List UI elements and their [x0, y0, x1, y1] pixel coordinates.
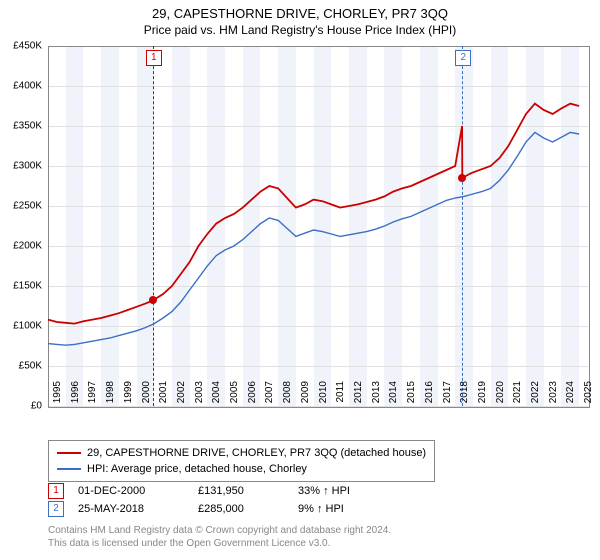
- x-axis-label: 2007: [264, 381, 275, 411]
- x-axis-label: 1996: [70, 381, 81, 411]
- x-axis-label: 2021: [512, 381, 523, 411]
- y-axis-label: £400K: [0, 81, 42, 92]
- x-axis-label: 2006: [247, 381, 258, 411]
- x-axis-label: 1999: [123, 381, 134, 411]
- x-axis-label: 2022: [530, 381, 541, 411]
- y-axis-label: £100K: [0, 321, 42, 332]
- sale-row: 2 25-MAY-2018£285,0009% ↑ HPI: [48, 500, 398, 518]
- y-axis-label: £150K: [0, 281, 42, 292]
- sale-row-marker: 2: [48, 501, 64, 517]
- x-axis-label: 1998: [105, 381, 116, 411]
- x-axis-label: 2013: [371, 381, 382, 411]
- x-axis-label: 2001: [158, 381, 169, 411]
- sale-row: 1 01-DEC-2000£131,95033% ↑ HPI: [48, 482, 398, 500]
- sale-row-marker: 1: [48, 483, 64, 499]
- x-axis-label: 2017: [442, 381, 453, 411]
- x-axis-label: 2015: [406, 381, 417, 411]
- series-hpi: [48, 132, 579, 345]
- sale-dot: [149, 296, 157, 304]
- x-axis-label: 1997: [87, 381, 98, 411]
- sale-delta: 33% ↑ HPI: [298, 485, 398, 497]
- sales-table: 1 01-DEC-2000£131,95033% ↑ HPI 2 25-MAY-201…: [48, 482, 398, 518]
- y-axis-label: £450K: [0, 41, 42, 52]
- sale-date: 25-MAY-2018: [78, 503, 198, 515]
- x-axis-label: 2024: [565, 381, 576, 411]
- legend-label: 29, CAPESTHORNE DRIVE, CHORLEY, PR7 3QQ …: [87, 445, 426, 461]
- x-axis-label: 2004: [211, 381, 222, 411]
- legend-swatch: [57, 468, 81, 470]
- y-axis-label: £350K: [0, 121, 42, 132]
- x-axis-label: 2014: [388, 381, 399, 411]
- x-axis-label: 2023: [548, 381, 559, 411]
- x-axis-label: 2010: [318, 381, 329, 411]
- y-axis-label: £50K: [0, 361, 42, 372]
- legend-label: HPI: Average price, detached house, Chor…: [87, 461, 307, 477]
- chart-subtitle: Price paid vs. HM Land Registry's House …: [0, 21, 600, 41]
- x-axis-label: 2000: [141, 381, 152, 411]
- x-axis-label: 2012: [353, 381, 364, 411]
- footer-line-2: This data is licensed under the Open Gov…: [48, 537, 391, 550]
- sale-price: £131,950: [198, 485, 298, 497]
- chart-area: 12 £0£50K£100K£150K£200K£250K£300K£350K£…: [48, 46, 588, 406]
- legend: 29, CAPESTHORNE DRIVE, CHORLEY, PR7 3QQ …: [48, 440, 435, 482]
- x-axis-label: 2008: [282, 381, 293, 411]
- chart-title: 29, CAPESTHORNE DRIVE, CHORLEY, PR7 3QQ: [0, 0, 600, 21]
- x-axis-label: 2018: [459, 381, 470, 411]
- x-axis-label: 2011: [335, 381, 346, 411]
- x-axis-label: 2016: [424, 381, 435, 411]
- sale-date: 01-DEC-2000: [78, 485, 198, 497]
- legend-swatch: [57, 452, 81, 454]
- line-series: [48, 46, 588, 406]
- series-property: [48, 104, 579, 324]
- y-axis-label: £0: [0, 401, 42, 412]
- x-axis-label: 2003: [194, 381, 205, 411]
- footer: Contains HM Land Registry data © Crown c…: [48, 524, 391, 550]
- x-axis-label: 2005: [229, 381, 240, 411]
- x-axis-label: 2009: [300, 381, 311, 411]
- sale-dot: [458, 174, 466, 182]
- y-axis-label: £300K: [0, 161, 42, 172]
- y-axis-label: £250K: [0, 201, 42, 212]
- x-axis-label: 2019: [477, 381, 488, 411]
- y-axis-label: £200K: [0, 241, 42, 252]
- x-axis-label: 2020: [495, 381, 506, 411]
- sale-price: £285,000: [198, 503, 298, 515]
- legend-row: 29, CAPESTHORNE DRIVE, CHORLEY, PR7 3QQ …: [57, 445, 426, 461]
- x-axis-label: 2002: [176, 381, 187, 411]
- legend-row: HPI: Average price, detached house, Chor…: [57, 461, 426, 477]
- sale-delta: 9% ↑ HPI: [298, 503, 398, 515]
- x-axis-label: 2025: [583, 381, 594, 411]
- x-axis-label: 1995: [52, 381, 63, 411]
- footer-line-1: Contains HM Land Registry data © Crown c…: [48, 524, 391, 537]
